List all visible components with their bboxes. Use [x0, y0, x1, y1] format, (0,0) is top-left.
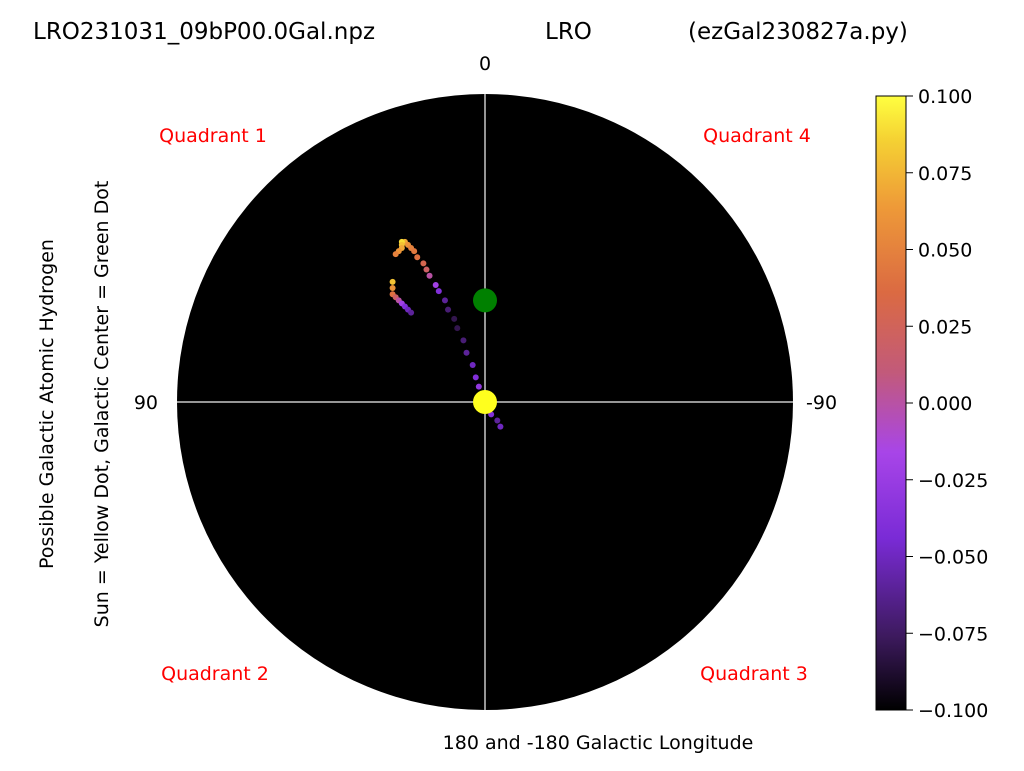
colorbar-tick-label: 0.050 [918, 240, 972, 262]
chart-title-station: LRO [545, 19, 592, 45]
colorbar-ticks: 0.100 0.075 0.050 0.025 0.000 −0.025 −0.050 −0.… [906, 86, 988, 722]
quadrant-1-label: Quadrant 1 [159, 125, 267, 147]
colorbar-tick-label: −0.075 [918, 623, 988, 645]
data-point [497, 423, 504, 430]
galactic-center-dot [473, 288, 497, 313]
data-point [454, 325, 461, 332]
chart-title-file: LRO231031_09bP00.0Gal.npz [33, 19, 375, 45]
quadrant-3-label: Quadrant 3 [700, 663, 808, 685]
data-point [469, 362, 476, 369]
longitude-label-right: -90 [806, 392, 837, 414]
data-point [445, 306, 452, 313]
data-point [494, 417, 501, 424]
data-point [475, 383, 482, 390]
colorbar-tick-label: 0.025 [918, 316, 972, 338]
colorbar-tick-label: −0.050 [918, 547, 988, 569]
data-point [435, 288, 442, 295]
data-point [451, 315, 458, 322]
colorbar-tick-label: −0.025 [918, 470, 988, 492]
colorbar-tick-label: −0.100 [918, 700, 988, 722]
data-point [472, 374, 479, 381]
data-point [389, 278, 396, 285]
sun-dot [473, 390, 497, 414]
quadrant-2-label: Quadrant 2 [161, 663, 269, 685]
data-point [423, 266, 430, 273]
data-point [411, 248, 418, 255]
x-axis-label: 180 and -180 Galactic Longitude [443, 732, 754, 754]
y-axis-label-line-1: Possible Galactic Atomic Hydrogen [36, 239, 58, 569]
data-point [408, 309, 415, 316]
chart-title-script: (ezGal230827a.py) [688, 19, 908, 45]
data-point [441, 297, 448, 304]
data-point [389, 285, 396, 292]
y-axis-label-line-2: Sun = Yellow Dot, Galactic Center = Gree… [91, 181, 113, 628]
data-point [460, 337, 467, 344]
colorbar-tick-label: 0.075 [918, 163, 972, 185]
data-point [426, 272, 433, 279]
data-point [414, 254, 421, 261]
data-point [420, 260, 427, 267]
data-point [392, 251, 399, 258]
longitude-label-top: 0 [479, 53, 491, 75]
colorbar-tick-label: 0.100 [918, 86, 972, 108]
data-point [432, 281, 439, 288]
colorbar [875, 95, 907, 711]
colorbar-tick-label: 0.000 [918, 393, 972, 415]
quadrant-4-label: Quadrant 4 [703, 125, 811, 147]
data-point [463, 349, 470, 356]
longitude-label-left: 90 [134, 392, 158, 414]
